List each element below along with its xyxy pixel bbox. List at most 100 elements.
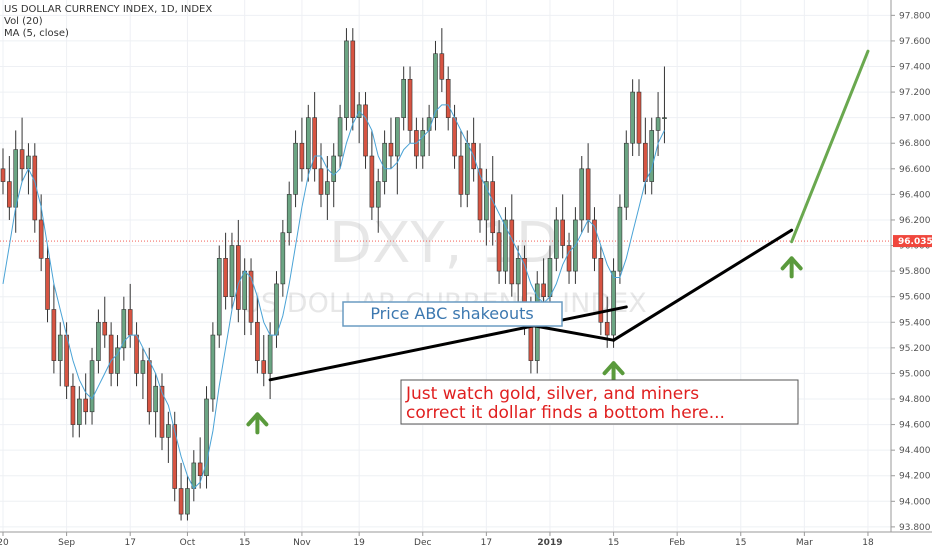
x-tick-label: 20 bbox=[0, 538, 9, 548]
y-tick-label: 95.400 bbox=[899, 318, 931, 328]
y-tick-label: 95.600 bbox=[899, 293, 931, 303]
candle-body bbox=[579, 168, 585, 221]
candle-body bbox=[566, 245, 572, 272]
candle-body bbox=[223, 258, 228, 297]
candle-body bbox=[369, 155, 375, 208]
candle-body bbox=[45, 258, 50, 310]
y-tick-label: 97.400 bbox=[899, 63, 931, 73]
candle-body bbox=[267, 334, 273, 374]
candle-body bbox=[153, 385, 158, 413]
candle-body bbox=[585, 168, 591, 221]
price-tag-label: 96.035 bbox=[898, 237, 932, 247]
candle-body bbox=[229, 245, 235, 297]
x-tick-label: 15 bbox=[239, 538, 250, 548]
candle-body bbox=[490, 181, 496, 234]
up-arrow-icon bbox=[246, 412, 269, 435]
candle-body bbox=[382, 142, 387, 182]
y-tick-label: 96.200 bbox=[899, 216, 931, 226]
candle-body bbox=[464, 142, 470, 195]
candle-body bbox=[26, 155, 31, 170]
y-tick-label: 97.000 bbox=[899, 114, 931, 124]
candle-body bbox=[388, 142, 394, 157]
y-tick-label: 94.600 bbox=[899, 421, 931, 431]
y-tick-label: 94.400 bbox=[899, 446, 931, 456]
candle-body bbox=[51, 309, 57, 361]
x-tick-label: 15 bbox=[608, 538, 619, 548]
trend-line bbox=[612, 228, 794, 342]
legend-ma: MA (5, close) bbox=[4, 28, 69, 39]
note-line-2: correct it dollar finds a bottom here... bbox=[406, 403, 725, 423]
x-tick-label: Mar bbox=[796, 538, 813, 548]
trend-lines bbox=[268, 49, 870, 382]
y-axis: 93.800 94.000 94.200 94.400 94.600 94.800 95.0… bbox=[890, 0, 931, 533]
x-tick-label: 17 bbox=[481, 538, 492, 548]
candle-body bbox=[636, 91, 642, 144]
candle-body bbox=[280, 232, 286, 285]
x-tick-label: 17 bbox=[124, 538, 135, 548]
y-tick-label: 96.600 bbox=[899, 165, 931, 175]
candle-body bbox=[172, 424, 178, 489]
x-tick-label: Feb bbox=[669, 538, 685, 548]
candle-body bbox=[350, 40, 356, 118]
candle-body bbox=[77, 398, 82, 425]
candle-body bbox=[166, 424, 171, 438]
trend-line bbox=[268, 305, 628, 382]
y-tick-label: 95.000 bbox=[899, 369, 931, 379]
candle-body bbox=[477, 168, 483, 221]
y-tick-label: 96.800 bbox=[899, 139, 931, 149]
candle-body bbox=[623, 142, 629, 208]
candle-body bbox=[439, 53, 445, 80]
note-line-1: Just watch gold, silver, and miners bbox=[405, 384, 699, 404]
candle-body bbox=[598, 258, 604, 323]
candle-body bbox=[547, 258, 553, 297]
y-tick-label: 97.800 bbox=[899, 11, 931, 21]
x-tick-label: 15 bbox=[735, 538, 746, 548]
candle-body bbox=[216, 258, 222, 336]
candle-body bbox=[325, 181, 330, 195]
candle-body bbox=[242, 270, 247, 310]
candle-body bbox=[178, 488, 184, 515]
candle-body bbox=[89, 360, 95, 413]
up-arrow-icon bbox=[780, 256, 803, 279]
y-tick-label: 93.800 bbox=[899, 523, 931, 533]
candle-body bbox=[210, 334, 216, 400]
x-tick-label: 18 bbox=[862, 538, 874, 548]
candle-body bbox=[108, 334, 114, 374]
y-tick-label: 95.200 bbox=[899, 344, 931, 354]
candle-body bbox=[363, 104, 368, 157]
candle-body bbox=[630, 91, 635, 144]
candle-body bbox=[344, 40, 349, 118]
ma-line bbox=[2, 104, 665, 490]
y-tick-label: 95.800 bbox=[899, 267, 931, 277]
candle-body bbox=[445, 78, 451, 118]
candle-body bbox=[57, 334, 63, 361]
arrows bbox=[246, 256, 803, 435]
y-tick-label: 94.000 bbox=[899, 497, 931, 507]
candle-body bbox=[299, 142, 305, 170]
candle-body bbox=[197, 462, 203, 477]
candle-body bbox=[146, 360, 152, 413]
candle-body bbox=[312, 117, 317, 170]
candle-body bbox=[248, 270, 254, 323]
candle-body bbox=[617, 206, 623, 272]
y-tick-label: 97.600 bbox=[899, 37, 931, 47]
x-tick-label: Sep bbox=[58, 538, 75, 548]
y-tick-label: 94.200 bbox=[899, 472, 931, 482]
candle-body bbox=[318, 168, 324, 195]
candle-body bbox=[115, 347, 120, 374]
candle-body bbox=[7, 181, 12, 208]
candle-body bbox=[261, 360, 267, 374]
candle-body bbox=[662, 117, 667, 119]
candle-body bbox=[401, 78, 406, 118]
candle-body bbox=[96, 321, 101, 361]
candle-body bbox=[236, 245, 241, 310]
up-arrow-icon bbox=[602, 361, 625, 384]
candle-body bbox=[560, 219, 565, 246]
ma-polyline bbox=[2, 104, 665, 490]
candle-body bbox=[204, 398, 209, 477]
abc-label-box: Price ABC shakeouts bbox=[342, 301, 563, 327]
x-tick-label: 2019 bbox=[537, 538, 562, 548]
candle-body bbox=[592, 219, 597, 259]
candle-body bbox=[407, 78, 413, 131]
